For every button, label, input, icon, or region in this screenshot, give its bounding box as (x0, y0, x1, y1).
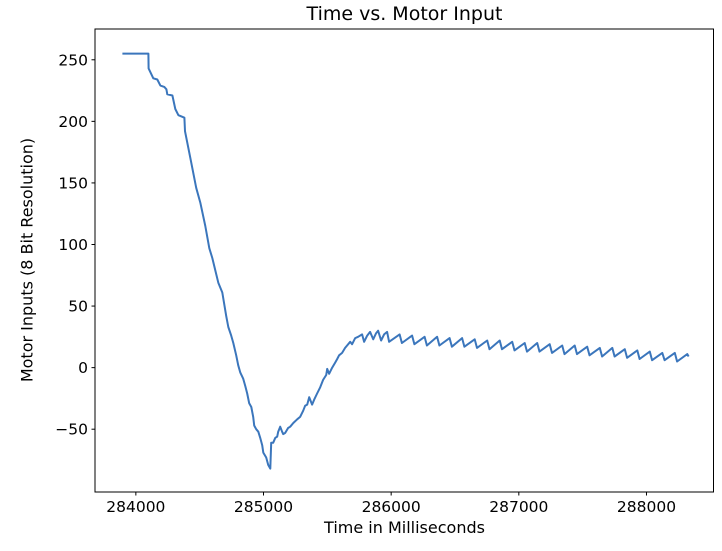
chart-title: Time vs. Motor Input (306, 3, 503, 25)
x-tick-label: 288000 (617, 498, 676, 516)
x-axis-label: Time in Milliseconds (324, 518, 485, 537)
y-tick-label: 250 (58, 51, 88, 69)
y-tick-label: 150 (58, 174, 88, 192)
y-tick-label: −50 (55, 421, 88, 439)
plot-spines (94, 28, 714, 493)
y-tick-label: 50 (68, 298, 88, 316)
data-line-motor-input (122, 52, 690, 470)
y-tick-label: 0 (78, 359, 88, 377)
x-tick-label: 286000 (362, 498, 421, 516)
y-tick-label: 100 (58, 236, 88, 254)
x-tick-label: 284000 (106, 498, 165, 516)
x-tick-label: 287000 (489, 498, 548, 516)
y-tick-label: 200 (58, 113, 88, 131)
y-axis-label: Motor Inputs (8 Bit Resolution) (17, 137, 37, 383)
x-tick-label: 285000 (234, 498, 293, 516)
